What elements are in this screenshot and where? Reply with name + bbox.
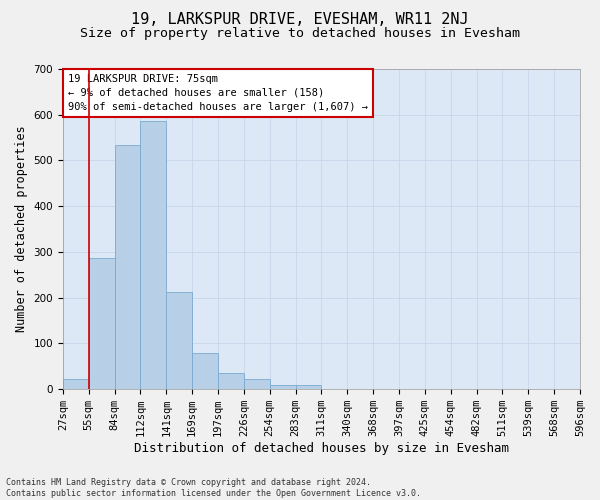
Bar	[140, 120, 166, 389]
Bar	[192, 353, 218, 389]
Bar	[115, 146, 140, 389]
Y-axis label: Number of detached properties: Number of detached properties	[15, 126, 28, 332]
Bar	[218, 373, 244, 389]
Bar	[296, 384, 322, 389]
Text: Contains HM Land Registry data © Crown copyright and database right 2024.
Contai: Contains HM Land Registry data © Crown c…	[6, 478, 421, 498]
Bar	[63, 379, 89, 389]
Text: Size of property relative to detached houses in Evesham: Size of property relative to detached ho…	[80, 28, 520, 40]
Bar	[166, 292, 192, 389]
X-axis label: Distribution of detached houses by size in Evesham: Distribution of detached houses by size …	[134, 442, 509, 455]
Bar	[270, 384, 296, 389]
Text: 19, LARKSPUR DRIVE, EVESHAM, WR11 2NJ: 19, LARKSPUR DRIVE, EVESHAM, WR11 2NJ	[131, 12, 469, 28]
Bar	[89, 258, 115, 389]
Text: 19 LARKSPUR DRIVE: 75sqm
← 9% of detached houses are smaller (158)
90% of semi-d: 19 LARKSPUR DRIVE: 75sqm ← 9% of detache…	[68, 74, 368, 112]
Bar	[244, 379, 270, 389]
